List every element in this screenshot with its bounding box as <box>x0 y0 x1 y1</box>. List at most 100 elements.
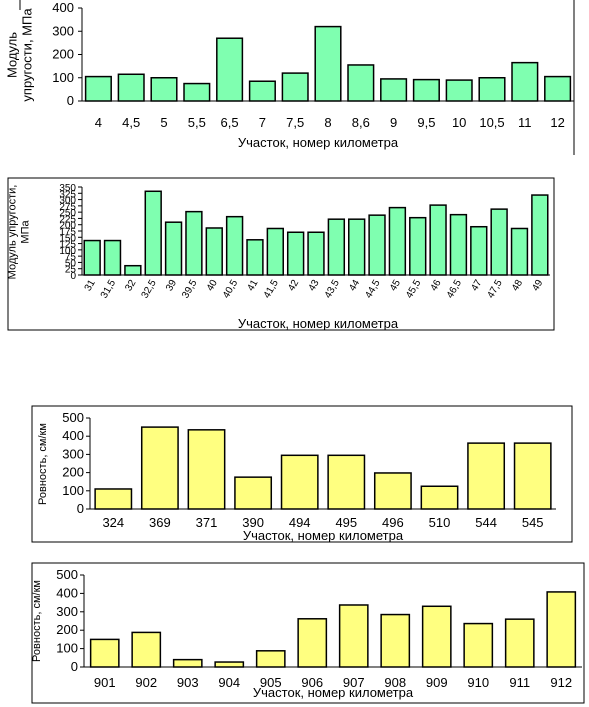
x-tick-label: 324 <box>102 515 124 530</box>
bar <box>164 221 183 276</box>
y-tick-label: 225 <box>59 214 76 225</box>
y-tick-label: 400 <box>56 585 78 600</box>
x-tick-label: 5 <box>160 115 167 130</box>
bar <box>368 214 386 276</box>
bar <box>185 210 203 276</box>
x-axis-label: Участок, номер километра <box>238 135 399 150</box>
x-axis-label: Участок, номер километра <box>238 316 399 331</box>
bar <box>103 239 122 276</box>
bar <box>205 227 223 276</box>
x-tick-label: 4,5 <box>122 115 140 130</box>
y-tick-label: 125 <box>59 240 76 251</box>
x-tick-label: 10,5 <box>479 115 504 130</box>
bar <box>150 77 178 102</box>
bar <box>314 25 342 102</box>
bar <box>327 454 366 510</box>
y-tick-label: 0 <box>70 271 76 282</box>
y-tick-label: 500 <box>56 567 78 582</box>
y-axis-label: упругости, МПа <box>20 8 35 102</box>
y-axis-label: Модуль упругости, <box>7 185 19 280</box>
x-tick-label: 49 <box>530 278 545 294</box>
x-tick-label: 4 <box>95 115 102 130</box>
x-tick-label: 11 <box>518 115 532 130</box>
x-tick-label: 44 <box>347 278 362 294</box>
bar <box>216 37 244 102</box>
bar <box>225 215 244 276</box>
y-tick-label: 25 <box>65 265 77 276</box>
bar <box>286 231 305 276</box>
y-tick-label: 400 <box>62 428 84 443</box>
y-tick-label: 200 <box>59 221 76 232</box>
x-tick-label: 901 <box>94 675 116 690</box>
x-tick-label: 9 <box>390 115 397 130</box>
x-tick-label: 544 <box>475 515 497 530</box>
chart-2: 0255075100125150175200225250275300325350… <box>7 177 555 331</box>
bar <box>327 218 346 276</box>
bar <box>510 227 529 276</box>
y-tick-label: 200 <box>62 465 84 480</box>
bar <box>246 239 264 276</box>
chart-3: 0 100 200 300 400 500 324 369 371 390 494 495 496 510… <box>31 405 573 543</box>
x-tick-label: 39,5 <box>180 278 199 301</box>
x-tick-label: 47,5 <box>485 278 504 301</box>
y-tick-label: 0 <box>71 659 78 674</box>
x-tick-label: 904 <box>218 675 240 690</box>
x-tick-label: 12 <box>550 115 564 130</box>
bar <box>531 194 549 276</box>
x-tick-label: 545 <box>522 515 544 530</box>
bar <box>409 216 427 276</box>
x-tick-label: 9,5 <box>417 115 435 130</box>
bar <box>266 227 284 276</box>
bar <box>144 190 162 276</box>
chart-1: 0 100 200 300 400 4 4,5 5 5,5 6,5 7 7,5 8 8,6 9 9,5 10 10… <box>5 0 575 155</box>
x-axis-label: Участок, номер километра <box>253 685 414 700</box>
bar <box>388 206 407 276</box>
x-tick-label: 45,5 <box>404 278 423 301</box>
x-tick-label: 41,5 <box>262 278 281 301</box>
x-tick-label: 41 <box>245 278 260 294</box>
x-tick-label: 48 <box>510 278 525 294</box>
x-tick-label: 5,5 <box>188 115 206 130</box>
x-tick-label: 7 <box>259 115 266 130</box>
x-axis-label: Участок, номер километра <box>243 528 404 543</box>
x-tick-label: 910 <box>467 675 489 690</box>
bar <box>373 472 412 510</box>
x-tick-label: 495 <box>335 515 357 530</box>
x-tick-label: 8 <box>324 115 331 130</box>
bar <box>131 631 162 668</box>
chart-frame <box>31 562 585 704</box>
bar <box>449 213 468 276</box>
bar <box>183 82 211 102</box>
x-tick-label: 911 <box>509 675 530 690</box>
x-tick-label: 46 <box>429 278 444 294</box>
bar <box>445 79 473 102</box>
bar <box>429 204 447 276</box>
x-tick-label: 43 <box>307 278 322 294</box>
x-tick-label: 43,5 <box>323 278 342 301</box>
x-tick-label: 6,5 <box>221 115 239 130</box>
x-tick-label: 496 <box>382 515 404 530</box>
bar <box>544 75 572 102</box>
y-tick-label: 400 <box>52 0 74 15</box>
chart-frame <box>31 405 573 543</box>
x-tick-label: 907 <box>343 675 365 690</box>
bar <box>280 454 319 510</box>
bar <box>546 591 577 668</box>
x-tick-label: 908 <box>384 675 406 690</box>
bar <box>511 61 539 102</box>
x-tick-label: 510 <box>429 515 451 530</box>
bar <box>255 650 286 668</box>
x-tick-label: 906 <box>301 675 323 690</box>
bar <box>214 661 245 668</box>
bar <box>234 476 273 510</box>
bar <box>248 80 276 102</box>
bar <box>380 613 411 668</box>
y-tick-label: 100 <box>59 246 76 257</box>
bar <box>470 225 488 276</box>
bar <box>463 622 494 668</box>
y-tick-label: 75 <box>65 252 77 263</box>
chart-frame <box>7 177 555 331</box>
bar <box>380 78 408 102</box>
bar <box>297 618 328 668</box>
